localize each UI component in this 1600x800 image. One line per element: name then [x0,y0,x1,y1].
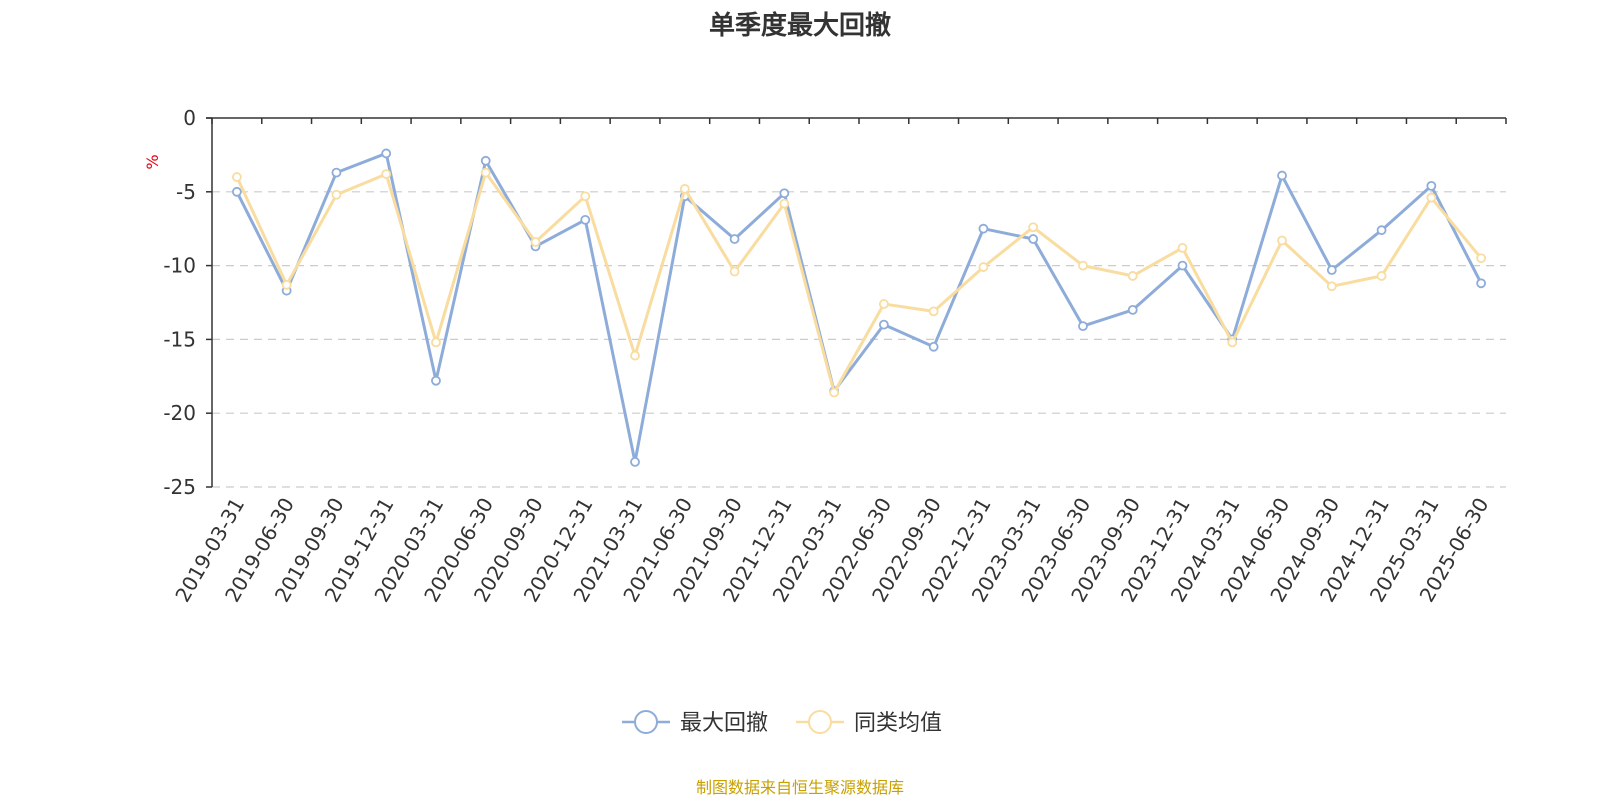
data-point [480,155,491,166]
data-point [978,262,989,272]
y-axis-label: % [143,154,162,169]
data-point [1376,225,1387,236]
data-point [381,148,392,159]
data-point [1426,180,1437,191]
series-layer [231,148,1487,467]
data-point [679,183,690,194]
data-point [729,234,740,244]
data-point [729,266,740,277]
data-point [779,198,790,209]
axes [206,117,1506,487]
series-1 [231,148,1487,467]
series-line [235,151,1483,464]
data-point [1426,192,1437,203]
data-point [1476,253,1487,264]
data-point [281,279,292,290]
data-point [978,223,989,234]
data-point [928,341,939,352]
data-point [829,387,840,398]
data-point [1326,265,1337,275]
data-source-note: 制图数据来自恒生聚源数据库 [696,778,904,797]
data-point [1376,271,1387,281]
data-point [1277,235,1287,246]
y-tick-label: -15 [163,327,196,351]
data-point [630,457,640,467]
y-tick-label: 0 [183,106,196,130]
data-point [480,167,491,178]
data-point [431,337,441,348]
series-line [235,171,1483,394]
data-point [381,169,392,179]
data-point [630,350,640,361]
data-point [580,191,591,202]
data-point [1078,260,1088,271]
data-point [231,172,242,182]
data-point [431,375,441,386]
legend-label: 同类均值 [854,711,942,736]
data-point [1476,278,1487,289]
data-point [1127,304,1138,315]
legend-item-2[interactable]: 同类均值 [796,710,942,736]
chart-title: 单季度最大回撤 [709,10,891,41]
data-point [1028,222,1039,233]
data-point [1277,170,1287,181]
y-tick-label: -5 [176,180,196,204]
data-point [1227,337,1238,348]
legend[interactable]: 最大回撤 同类均值 [622,710,942,736]
data-point [1078,321,1088,332]
legend-marker [634,710,658,734]
data-point [580,214,591,225]
y-tick-label: -25 [163,475,196,499]
data-point [1127,271,1138,281]
data-point [1326,281,1337,292]
series-2 [231,167,1487,398]
data-point [530,237,541,247]
data-point [878,319,889,330]
data-point [331,167,342,178]
legend-marker [808,710,832,734]
data-point [1028,234,1039,244]
y-tick-label: -10 [163,254,196,278]
data-point [878,299,889,309]
data-point [331,189,342,200]
y-ticks: 0 -5 -10 -15 -20 -25 [163,106,212,499]
data-point [779,188,790,199]
legend-item-1[interactable]: 最大回撤 [622,710,768,736]
data-point [928,306,939,317]
data-point [1177,242,1188,253]
y-tick-label: -20 [163,401,196,425]
data-point [231,186,242,197]
legend-label: 最大回撤 [680,711,768,736]
data-point [1177,260,1188,271]
